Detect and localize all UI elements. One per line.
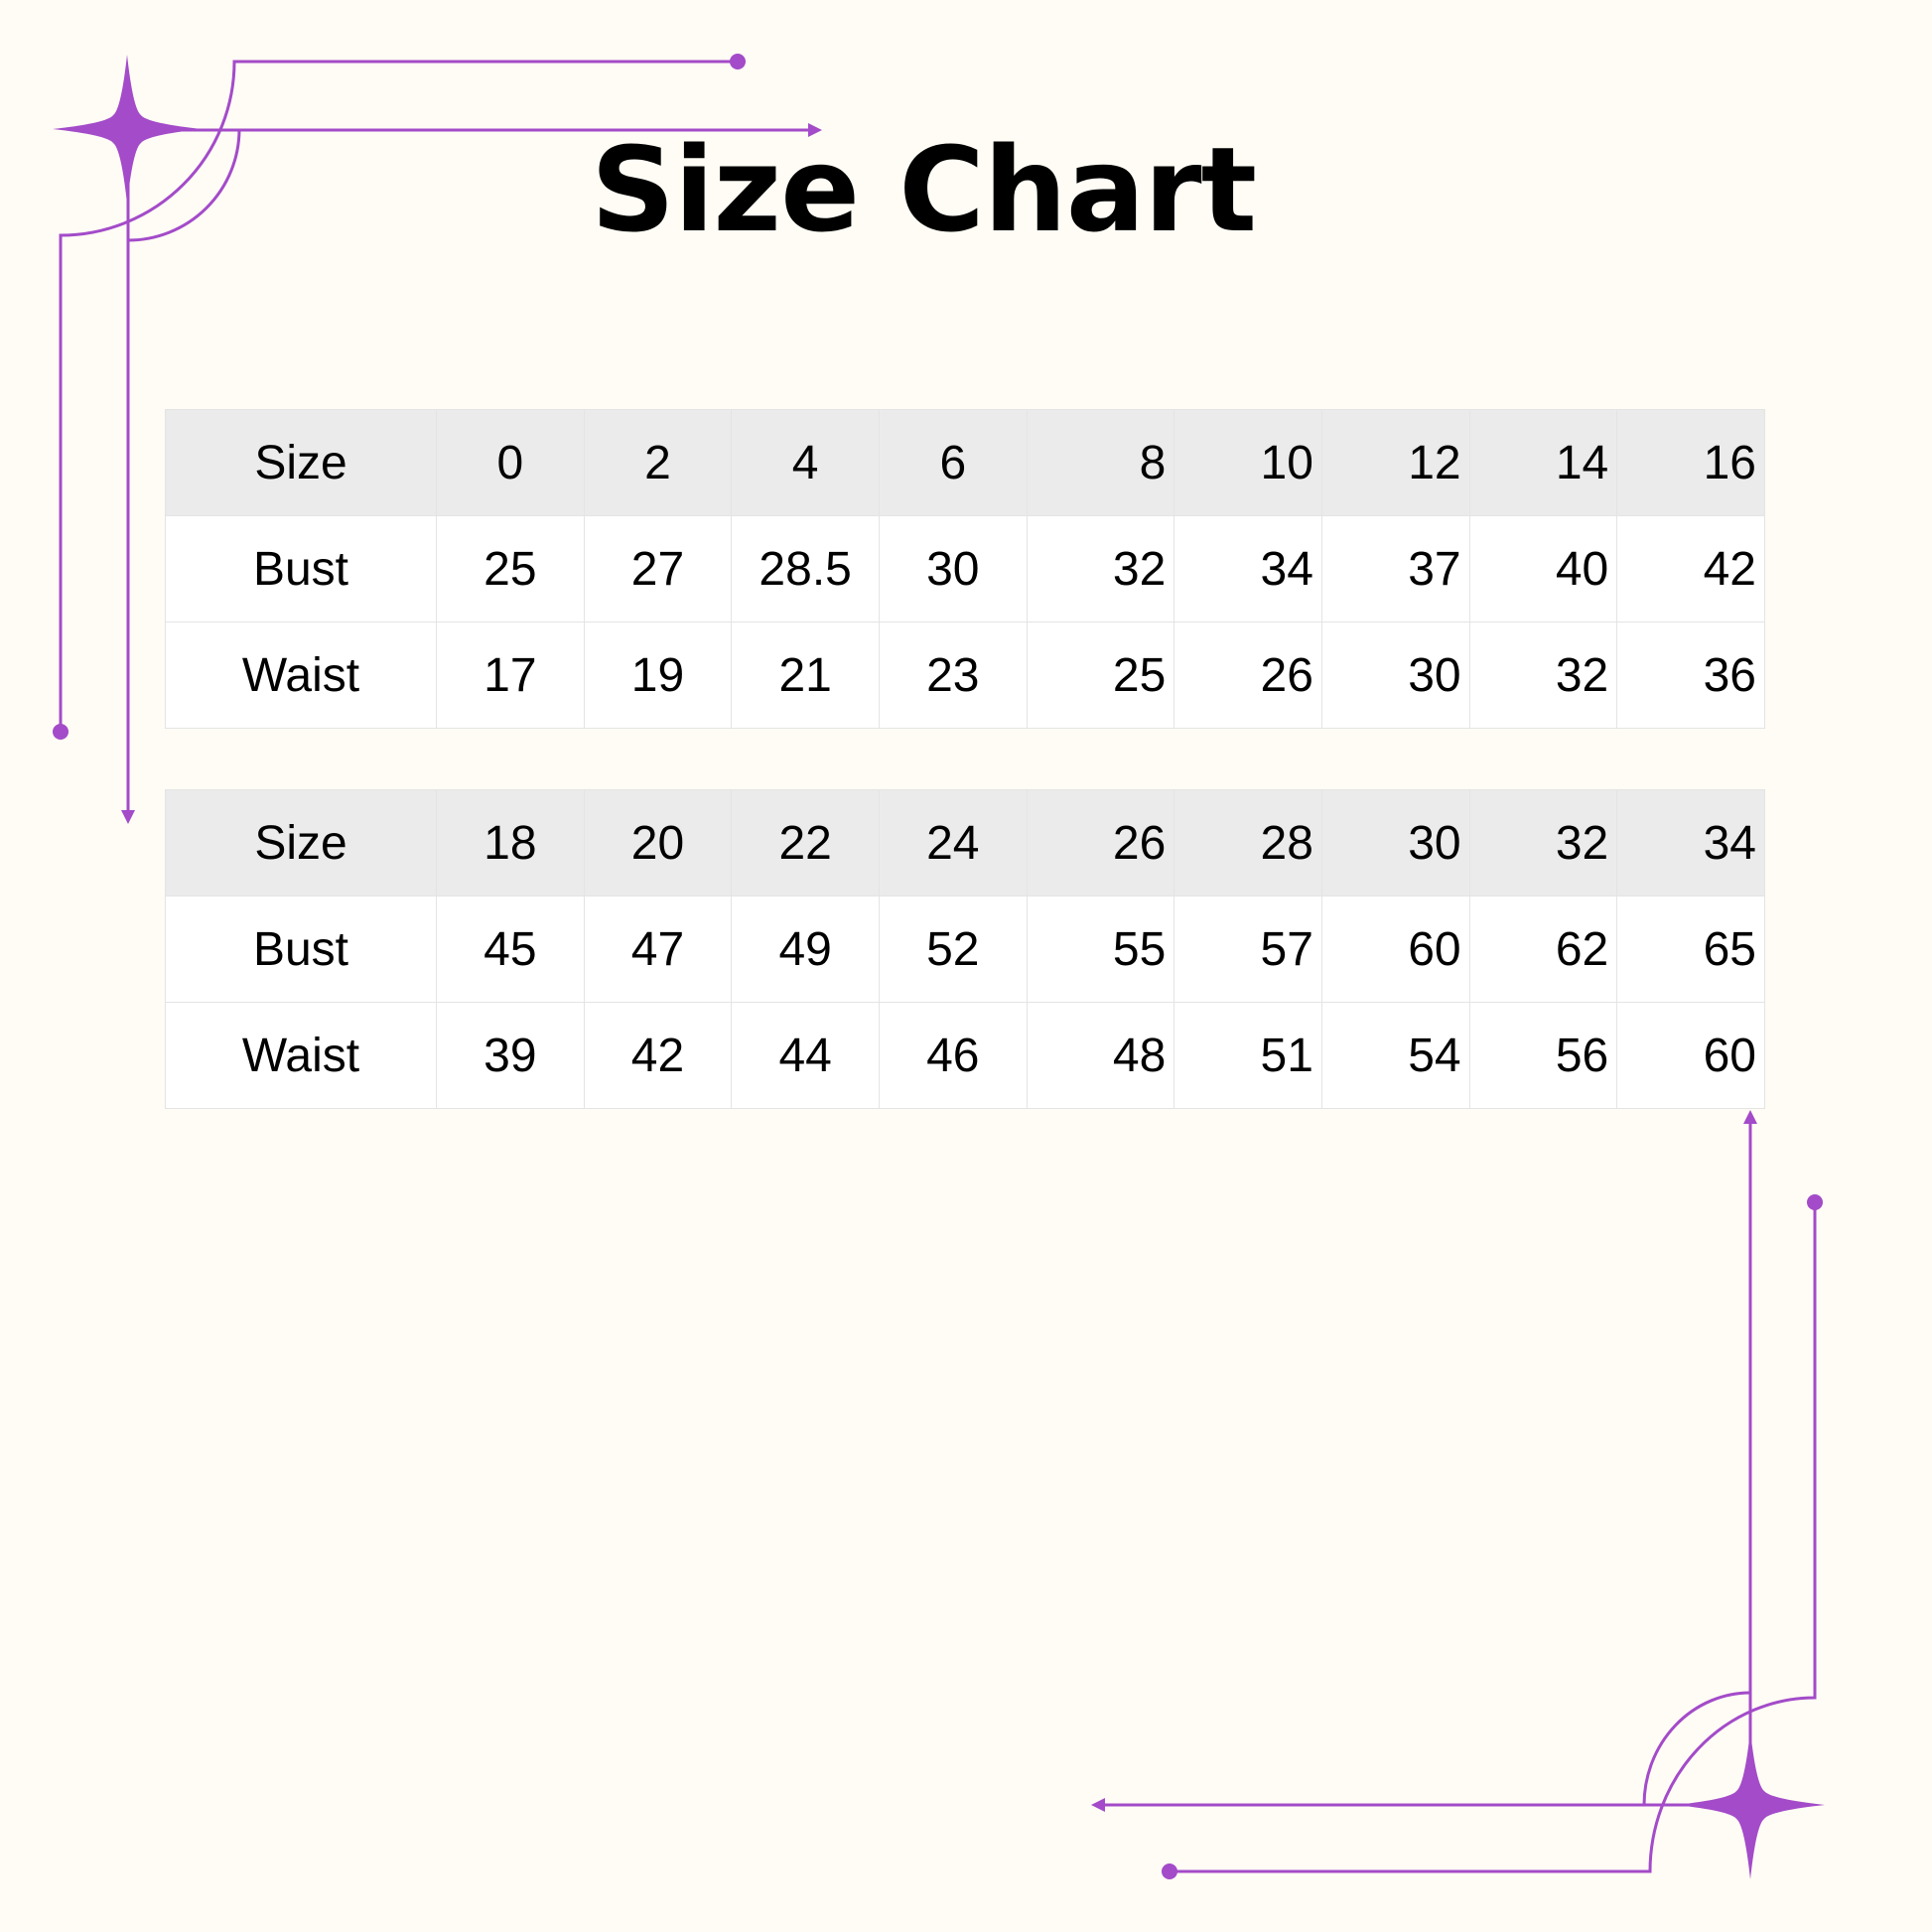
table-row: Bust 45 47 49 52 55 57 60 62 65 <box>165 896 1765 1003</box>
table-cell: 49 <box>731 896 880 1003</box>
table-cell: 32 <box>1468 621 1618 729</box>
header-row: Size 18 20 22 24 26 28 30 32 34 <box>165 789 1765 897</box>
table-cell: 16 <box>1616 409 1765 516</box>
header-row: Size 0 2 4 6 8 10 12 14 16 <box>165 409 1765 516</box>
table-cell: 57 <box>1173 896 1322 1003</box>
sparkle-star-icon <box>53 55 202 204</box>
row-label: Bust <box>165 515 437 622</box>
table-cell: 12 <box>1320 409 1470 516</box>
table-cell: 56 <box>1468 1002 1618 1109</box>
table-cell: 0 <box>436 409 585 516</box>
sparkle-star-icon <box>1676 1730 1825 1879</box>
table-cell: 47 <box>583 896 733 1003</box>
row-label: Waist <box>165 1002 437 1109</box>
table-cell: 26 <box>1173 621 1322 729</box>
row-label: Bust <box>165 896 437 1003</box>
page-title: Size Chart <box>590 121 1257 258</box>
table-cell: 36 <box>1616 621 1765 729</box>
dot-icon <box>1807 1194 1823 1210</box>
table-cell: 20 <box>583 789 733 897</box>
dot-icon <box>1162 1863 1177 1879</box>
table-cell: 28 <box>1173 789 1322 897</box>
arrow-up-icon <box>1743 1110 1757 1124</box>
table-cell: 51 <box>1173 1002 1322 1109</box>
table-row: Waist 17 19 21 23 25 26 30 32 36 <box>165 621 1765 729</box>
table-cell: 30 <box>1320 789 1470 897</box>
table-cell: 14 <box>1468 409 1618 516</box>
table-cell: 4 <box>731 409 880 516</box>
top-inner-arc <box>127 129 241 242</box>
row-label: Size <box>165 789 437 897</box>
table-cell: 21 <box>731 621 880 729</box>
table-cell: 48 <box>1026 1002 1175 1109</box>
table-cell: 60 <box>1320 896 1470 1003</box>
table-cell: 19 <box>583 621 733 729</box>
table-cell: 34 <box>1173 515 1322 622</box>
bottom-line-with-dot <box>1170 1202 1817 1873</box>
table-cell: 2 <box>583 409 733 516</box>
table-cell: 24 <box>878 789 1028 897</box>
table-cell: 40 <box>1468 515 1618 622</box>
table-cell: 60 <box>1616 1002 1765 1109</box>
table-cell: 18 <box>436 789 585 897</box>
table-cell: 28.5 <box>731 515 880 622</box>
table-cell: 45 <box>436 896 585 1003</box>
table-cell: 8 <box>1026 409 1175 516</box>
table-cell: 65 <box>1616 896 1765 1003</box>
arrow-left-icon <box>1091 1798 1105 1812</box>
row-label: Size <box>165 409 437 516</box>
table-cell: 6 <box>878 409 1028 516</box>
size-table-2: Size 18 20 22 24 26 28 30 32 34 Bust 45 47 49 52 55 57 60… <box>165 789 1765 1109</box>
table-cell: 54 <box>1320 1002 1470 1109</box>
table-cell: 37 <box>1320 515 1470 622</box>
table-cell: 10 <box>1173 409 1322 516</box>
table-cell: 26 <box>1026 789 1175 897</box>
table-cell: 55 <box>1026 896 1175 1003</box>
table-cell: 52 <box>878 896 1028 1003</box>
dot-icon <box>730 54 746 69</box>
table-cell: 30 <box>878 515 1028 622</box>
table-cell: 25 <box>436 515 585 622</box>
table-cell: 32 <box>1468 789 1618 897</box>
top-line-with-dot <box>59 60 738 732</box>
table-cell: 23 <box>878 621 1028 729</box>
table-cell: 30 <box>1320 621 1470 729</box>
table-cell: 62 <box>1468 896 1618 1003</box>
arrow-right-icon <box>808 123 822 137</box>
size-table-1: Size 0 2 4 6 8 10 12 14 16 Bust 25 27 28.5 30 32 34 37 40 4… <box>165 409 1765 729</box>
table-cell: 34 <box>1616 789 1765 897</box>
table-cell: 27 <box>583 515 733 622</box>
table-row: Bust 25 27 28.5 30 32 34 37 40 42 <box>165 515 1765 622</box>
arrow-down-icon <box>121 810 135 824</box>
table-cell: 44 <box>731 1002 880 1109</box>
dot-icon <box>53 724 69 740</box>
table-row: Waist 39 42 44 46 48 51 54 56 60 <box>165 1002 1765 1109</box>
table-cell: 39 <box>436 1002 585 1109</box>
table-cell: 32 <box>1026 515 1175 622</box>
table-cell: 25 <box>1026 621 1175 729</box>
bottom-inner-arc <box>1642 1691 1751 1806</box>
table-cell: 17 <box>436 621 585 729</box>
table-cell: 46 <box>878 1002 1028 1109</box>
table-cell: 42 <box>583 1002 733 1109</box>
table-cell: 22 <box>731 789 880 897</box>
table-cell: 42 <box>1616 515 1765 622</box>
row-label: Waist <box>165 621 437 729</box>
